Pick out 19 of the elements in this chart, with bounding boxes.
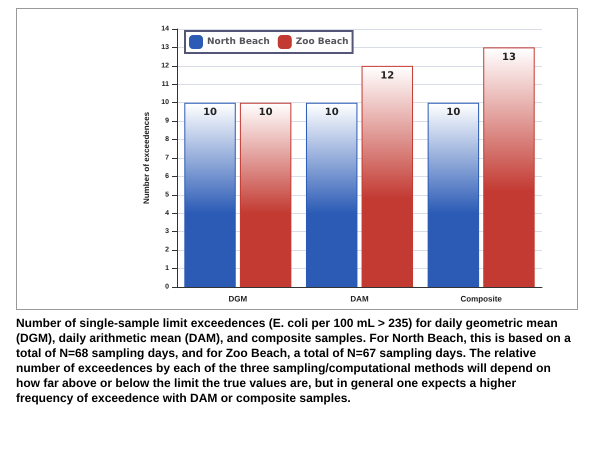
bar	[240, 102, 292, 287]
bar	[362, 66, 414, 287]
data-label: 10	[446, 107, 460, 118]
data-label: 10	[258, 107, 273, 118]
bar	[306, 102, 358, 287]
data-label: 10	[324, 107, 339, 118]
legend-label: North Beach	[207, 37, 270, 47]
text: Number of single-sample limit exceedences (E. coli per 100 mL > 235) for daily geometric mean (DGM), daily arithmetic mean (DAM), and composite samples. For North Beach, this is based on a total of N=68 sampling days, and for Zoo Beach, a total of N=67 sampling days. The relative number of exceedences by each of the three sampling/computational methods will depend on how far above or below the limit the true values are, but in general one expects a higher frequency of exceedence with DAM or composite samples.	[16, 316, 572, 406]
data-label: 12	[380, 70, 394, 82]
bar	[184, 102, 236, 287]
bar	[483, 47, 535, 287]
data-label: 13	[502, 52, 516, 63]
x-tick-label: Composite	[460, 294, 502, 304]
legend-label: Zoo Beach	[296, 37, 349, 47]
data-label: 10	[203, 107, 218, 118]
bar	[428, 102, 480, 287]
x-tick-label: DGM	[228, 294, 248, 304]
y-axis-title: Number of exceedences	[142, 111, 151, 204]
x-tick-label: DAM	[350, 294, 369, 304]
